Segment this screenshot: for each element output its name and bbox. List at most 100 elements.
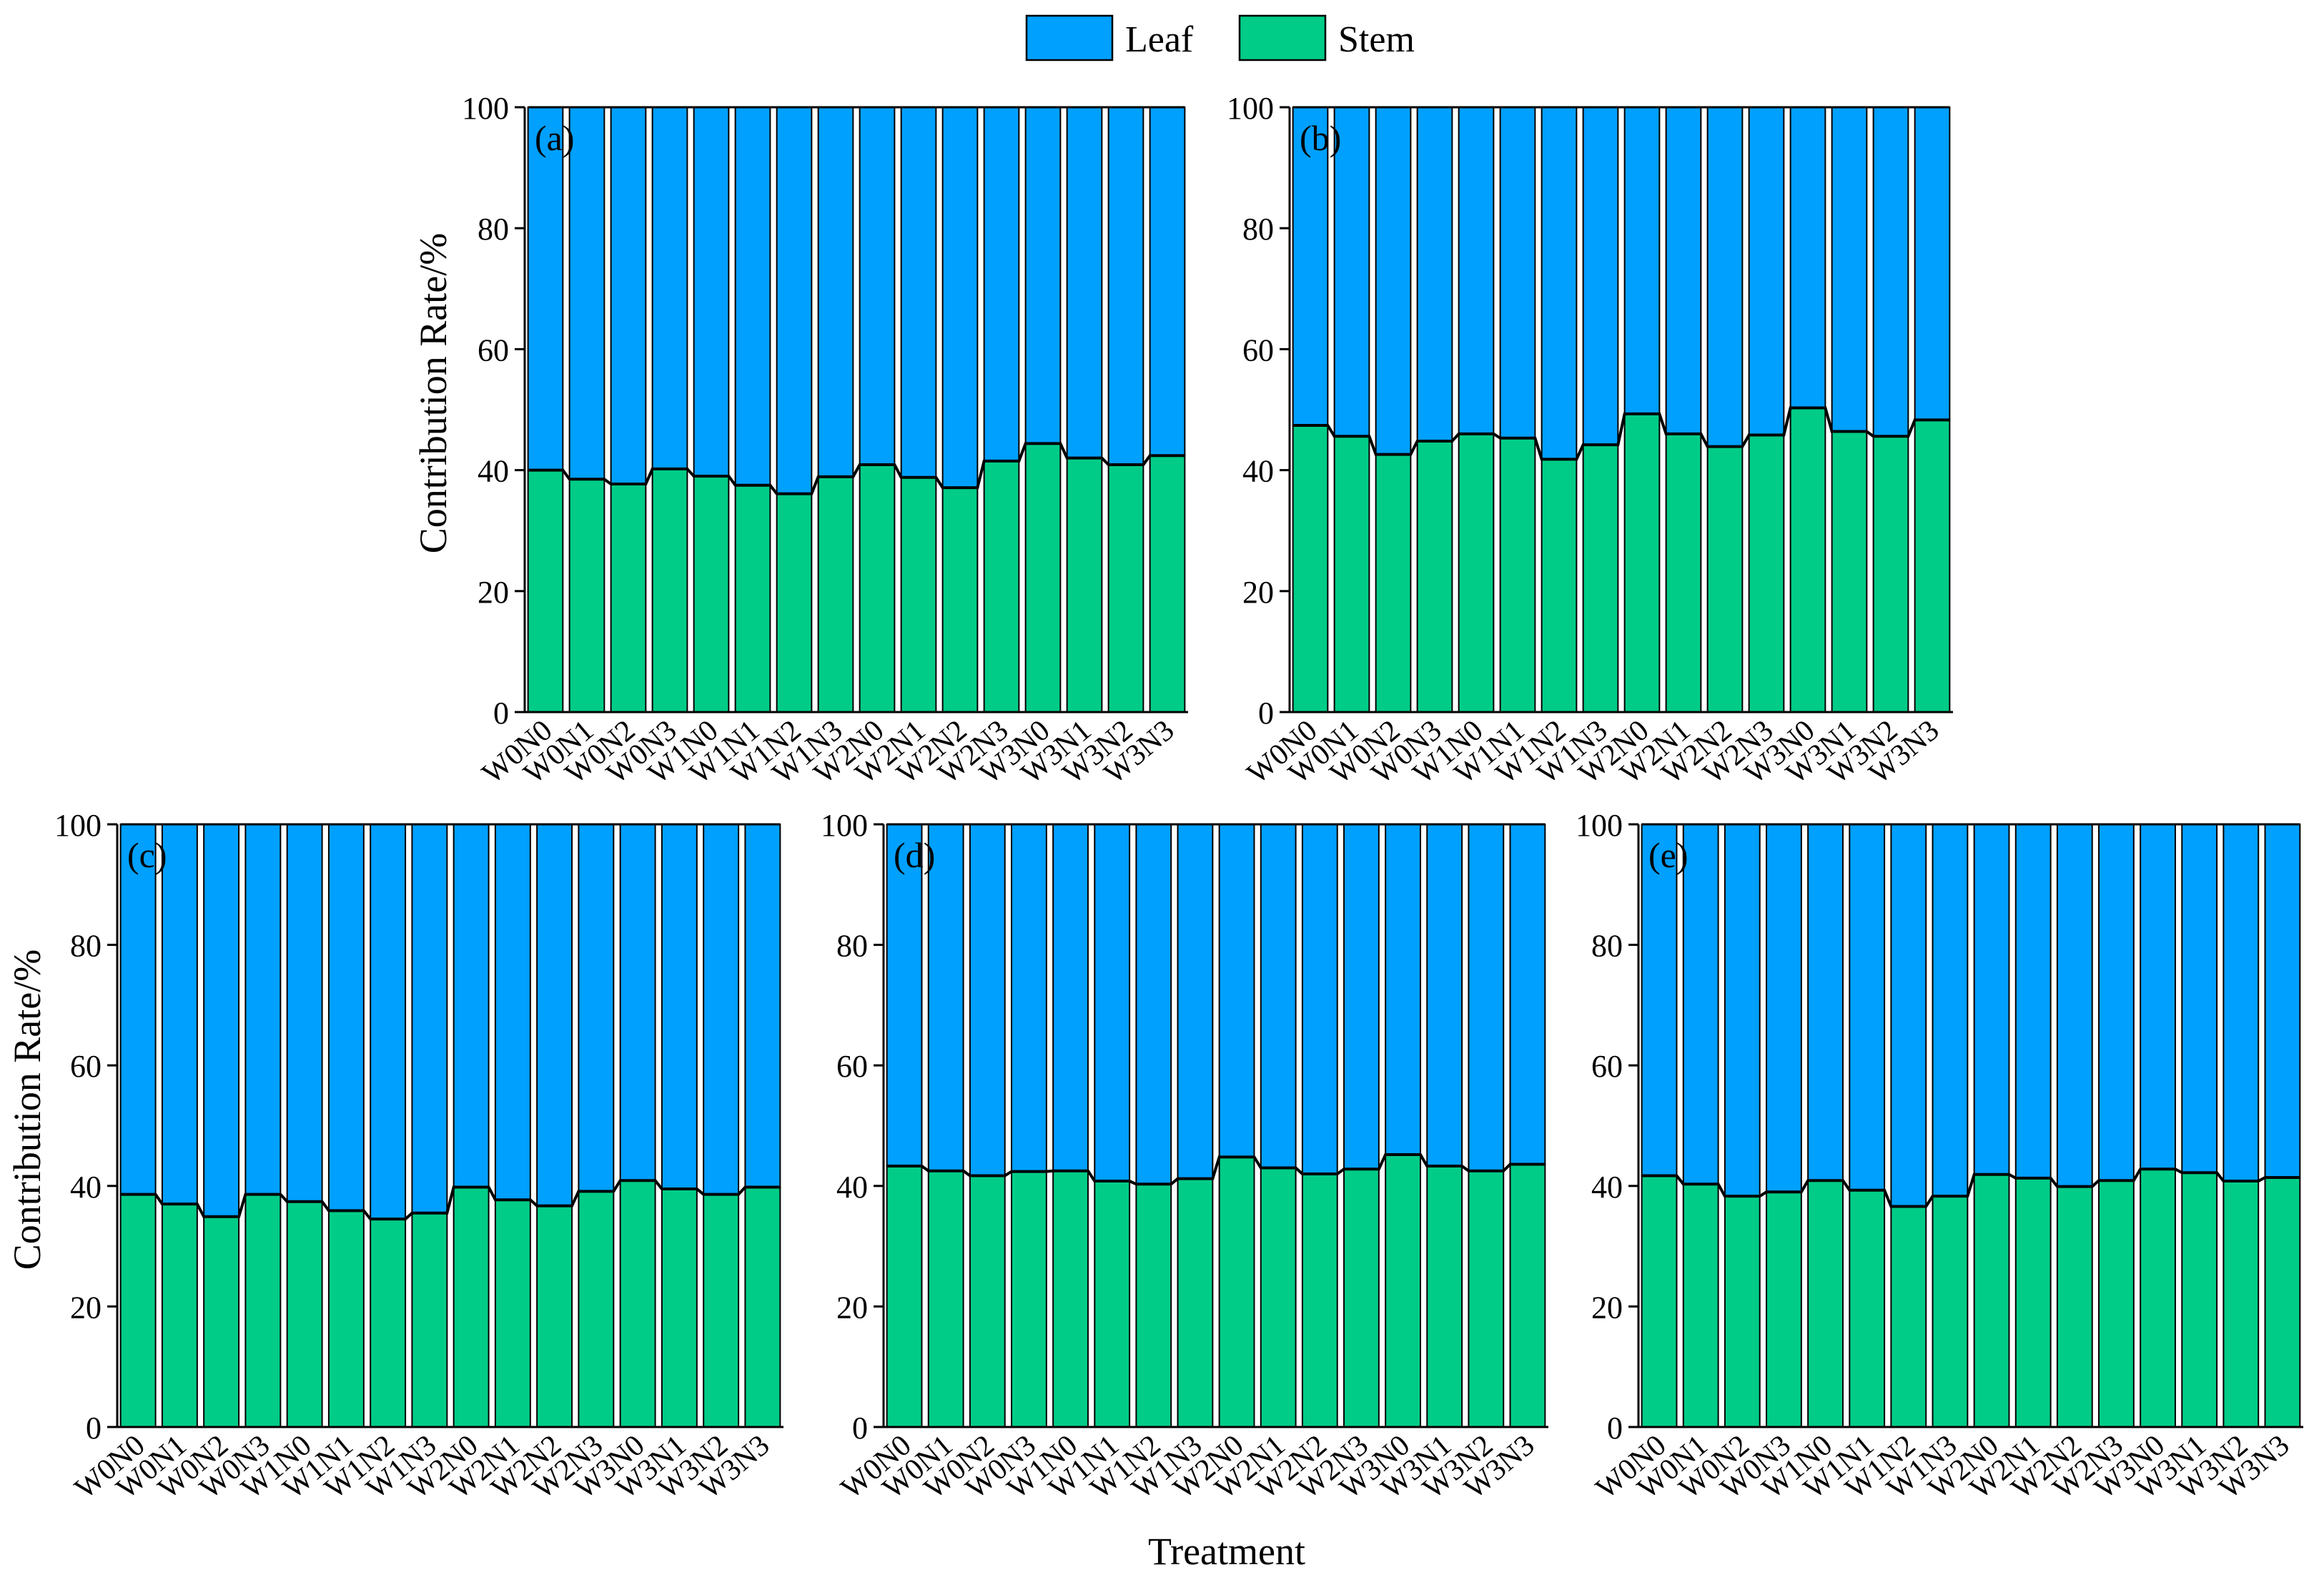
- bar-leaf-W1N3: [411, 824, 448, 1214]
- bar-leaf-W1N1: [327, 824, 365, 1212]
- bar-leaf-W1N0: [1807, 824, 1844, 1182]
- stem-connector-line: [528, 442, 1185, 495]
- y-tick-label-0: 0: [852, 1411, 868, 1446]
- bar-stem-W3N0: [619, 1180, 656, 1428]
- bar-stem-W3N1: [661, 1188, 698, 1428]
- bar-stem-W0N2: [203, 1215, 240, 1428]
- bar-leaf-W1N2: [776, 107, 813, 495]
- stem-connector-line: [886, 1152, 1546, 1186]
- bar-stem-W1N0: [1052, 1170, 1089, 1428]
- bar-leaf-W0N2: [1724, 824, 1761, 1198]
- bar-stem-W0N1: [1333, 435, 1370, 713]
- y-tick-label-0: 0: [1607, 1411, 1623, 1446]
- bar-leaf-W3N0: [619, 824, 656, 1182]
- bar-leaf-W0N2: [969, 824, 1006, 1177]
- y-tick-label-0: 0: [493, 696, 509, 731]
- bar-stem-W1N2: [1135, 1183, 1172, 1428]
- bar-leaf-W3N1: [1831, 107, 1868, 433]
- bar-stem-W0N2: [610, 483, 647, 713]
- bar-leaf-W3N0: [1385, 824, 1421, 1155]
- bar-leaf-W3N1: [2181, 824, 2218, 1174]
- bar-stem-W0N1: [1682, 1183, 1719, 1428]
- bar-stem-W1N1: [327, 1210, 365, 1428]
- bar-leaf-W3N3: [1509, 824, 1546, 1165]
- bar-leaf-W2N3: [578, 824, 615, 1193]
- bar-stem-W0N1: [568, 478, 605, 713]
- bar-stem-W1N2: [370, 1218, 407, 1428]
- legend: Leaf Stem: [1025, 14, 1415, 61]
- y-tick-label-40: 40: [1591, 1170, 1623, 1205]
- bar-stem-W0N2: [969, 1175, 1006, 1428]
- bar-stem-W1N3: [1582, 444, 1619, 713]
- stem-connector-line: [1641, 1167, 2300, 1208]
- bar-stem-W1N0: [693, 475, 730, 713]
- y-tick-label-40: 40: [70, 1170, 102, 1205]
- bar-stem-W2N1: [1665, 433, 1702, 714]
- bar-stem-W0N3: [244, 1193, 282, 1428]
- bar-leaf-W3N0: [1024, 107, 1062, 445]
- legend-swatch-leaf: [1025, 14, 1114, 61]
- bar-stem-W2N3: [983, 460, 1020, 713]
- bar-leaf-W0N0: [1641, 824, 1678, 1177]
- bar-leaf-W1N0: [286, 824, 323, 1203]
- bar-stem-W1N0: [1458, 433, 1495, 714]
- bar-stem-W2N0: [1218, 1156, 1255, 1428]
- bar-stem-W0N0: [886, 1165, 923, 1428]
- y-tick-label-20: 20: [1242, 575, 1274, 610]
- bar-leaf-W0N0: [1292, 107, 1329, 426]
- bar-leaf-W1N0: [1052, 824, 1089, 1172]
- panel-e: 020406080100W0N0W0N1W0N2W0N3W1N0W1N1W1N2…: [1576, 808, 2303, 1506]
- bar-stem-W2N3: [1343, 1168, 1380, 1428]
- bar-leaf-W2N2: [2056, 824, 2093, 1188]
- panel-label: (c): [127, 835, 167, 875]
- bar-leaf-W0N3: [244, 824, 282, 1195]
- bar-stem-W2N1: [1260, 1167, 1297, 1428]
- bar-stem-W3N1: [1426, 1165, 1463, 1428]
- bar-leaf-W0N1: [1333, 107, 1370, 438]
- bar-stem-W0N0: [527, 469, 564, 713]
- y-tick-label-100: 100: [54, 808, 102, 843]
- stem-connector-line: [120, 1179, 781, 1221]
- panel-c: 020406080100W0N0W0N1W0N2W0N3W1N0W1N1W1N2…: [54, 808, 783, 1506]
- y-tick-label-40: 40: [478, 454, 509, 489]
- bar-leaf-W2N1: [1665, 107, 1702, 435]
- bar-stem-W3N2: [2222, 1180, 2260, 1428]
- bar-leaf-W2N2: [941, 107, 979, 489]
- bar-leaf-W2N2: [1706, 107, 1744, 448]
- bar-stem-W3N0: [1024, 443, 1062, 713]
- bar-leaf-W3N0: [2140, 824, 2176, 1170]
- y-tick-label-20: 20: [836, 1290, 868, 1325]
- bar-stem-W2N2: [1706, 445, 1744, 714]
- bar-stem-W3N2: [1468, 1170, 1505, 1428]
- bar-leaf-W0N3: [651, 107, 688, 470]
- bar-leaf-W0N2: [1375, 107, 1412, 455]
- y-tick-label-20: 20: [70, 1290, 102, 1325]
- bar-leaf-W0N2: [610, 107, 647, 485]
- bar-stem-W3N0: [2140, 1168, 2176, 1428]
- bar-stem-W2N2: [2056, 1185, 2093, 1428]
- bar-leaf-W2N0: [1973, 824, 2010, 1175]
- bar-stem-W0N2: [1375, 453, 1412, 713]
- bar-leaf-W3N3: [744, 824, 781, 1188]
- y-tick-label-80: 80: [478, 212, 509, 247]
- bar-stem-W0N0: [1292, 424, 1329, 713]
- bar-leaf-W0N3: [1416, 107, 1453, 442]
- bar-stem-W3N0: [1789, 407, 1826, 713]
- bar-stem-W0N2: [1724, 1195, 1761, 1428]
- bar-leaf-W2N0: [1623, 107, 1661, 415]
- stem-connector-line: [1292, 406, 1950, 461]
- bar-stem-W1N3: [817, 475, 854, 713]
- bar-leaf-W3N2: [1872, 107, 1909, 438]
- bar-stem-W2N2: [941, 487, 979, 713]
- bar-leaf-W1N2: [1541, 107, 1578, 460]
- bar-leaf-W1N0: [693, 107, 730, 478]
- y-tick-label-0: 0: [86, 1411, 102, 1446]
- bar-leaf-W2N3: [983, 107, 1020, 462]
- bar-stem-W0N0: [119, 1193, 157, 1428]
- panels: 020406080100W0N0W0N1W0N2W0N3W1N0W1N1W1N2…: [54, 91, 2303, 1506]
- bar-stem-W2N1: [494, 1199, 531, 1428]
- y-tick-label-100: 100: [821, 808, 868, 843]
- bar-stem-W0N3: [1766, 1191, 1802, 1428]
- bar-leaf-W0N3: [1011, 824, 1047, 1172]
- y-tick-label-0: 0: [1258, 696, 1274, 731]
